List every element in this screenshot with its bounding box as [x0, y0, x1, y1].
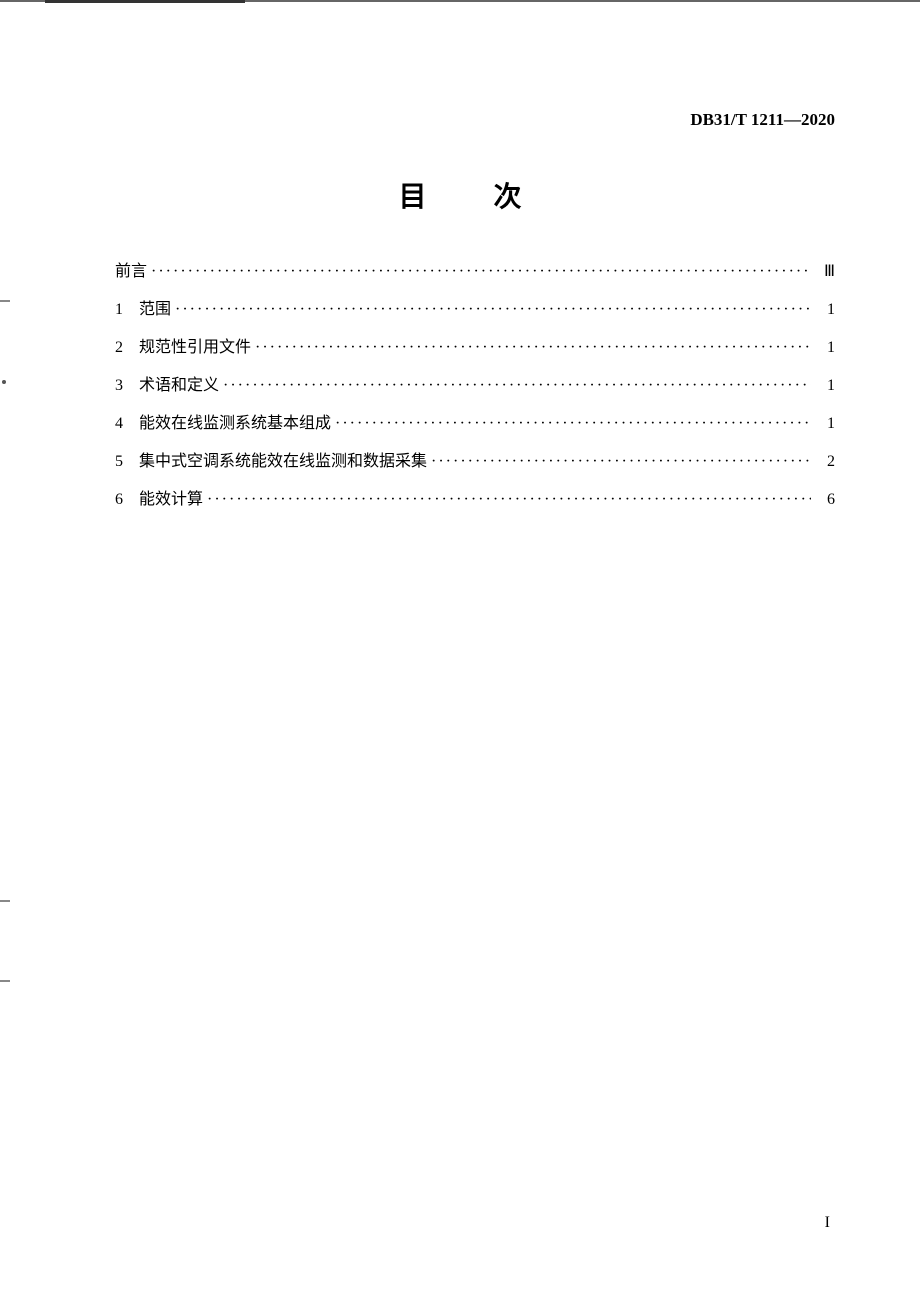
toc-entry-title: 术语和定义: [139, 374, 219, 398]
toc-entry-page: Ⅲ: [815, 260, 835, 284]
toc-entry-page: 1: [815, 336, 835, 360]
toc-title: 目 次: [0, 175, 920, 215]
toc-entry-number: 1: [115, 298, 139, 322]
document-identifier: DB31/T 1211—2020: [690, 110, 835, 130]
toc-entry: 1范围·····································…: [115, 298, 835, 322]
toc-entry-number: 5: [115, 450, 139, 474]
toc-leader-dots: ········································…: [335, 412, 811, 436]
scan-artifact: [0, 300, 10, 302]
toc-leader-dots: ········································…: [255, 336, 811, 360]
toc-entry-title: 规范性引用文件: [139, 336, 251, 360]
toc-entry-number: 4: [115, 412, 139, 436]
toc-entry-page: 1: [815, 412, 835, 436]
document-page: DB31/T 1211—2020 目 次 前言·················…: [0, 0, 920, 1307]
toc-entry: 6能效计算···································…: [115, 488, 835, 512]
top-border-left-accent: [45, 0, 245, 3]
toc-entry: 前言······································…: [115, 260, 835, 284]
toc-entry: 2规范性引用文件································…: [115, 336, 835, 360]
toc-entry-title: 能效在线监测系统基本组成: [139, 412, 331, 436]
toc-leader-dots: ········································…: [431, 450, 811, 474]
scan-artifact: [0, 900, 10, 902]
scan-artifact: [0, 980, 10, 982]
toc-leader-dots: ········································…: [175, 298, 811, 322]
scan-artifact: [2, 380, 6, 384]
toc-entry-page: 1: [815, 298, 835, 322]
toc-entry-title: 范围: [139, 298, 171, 322]
toc-entry-number: 6: [115, 488, 139, 512]
toc-entry-number: 2: [115, 336, 139, 360]
toc-entry-page: 2: [815, 450, 835, 474]
toc-entry: 3术语和定义··································…: [115, 374, 835, 398]
page-number-footer: I: [825, 1214, 830, 1232]
toc-entry: 4能效在线监测系统基本组成···························…: [115, 412, 835, 436]
table-of-contents: 前言······································…: [115, 260, 835, 526]
toc-leader-dots: ········································…: [223, 374, 811, 398]
toc-entry-title: 能效计算: [139, 488, 203, 512]
toc-entry-title: 集中式空调系统能效在线监测和数据采集: [139, 450, 427, 474]
toc-leader-dots: ········································…: [207, 488, 811, 512]
toc-entry-number: 3: [115, 374, 139, 398]
toc-entry-page: 1: [815, 374, 835, 398]
toc-entry-page: 6: [815, 488, 835, 512]
toc-entry-title: 前言: [115, 260, 147, 284]
toc-leader-dots: ········································…: [151, 260, 811, 284]
toc-entry: 5集中式空调系统能效在线监测和数据采集·····················…: [115, 450, 835, 474]
